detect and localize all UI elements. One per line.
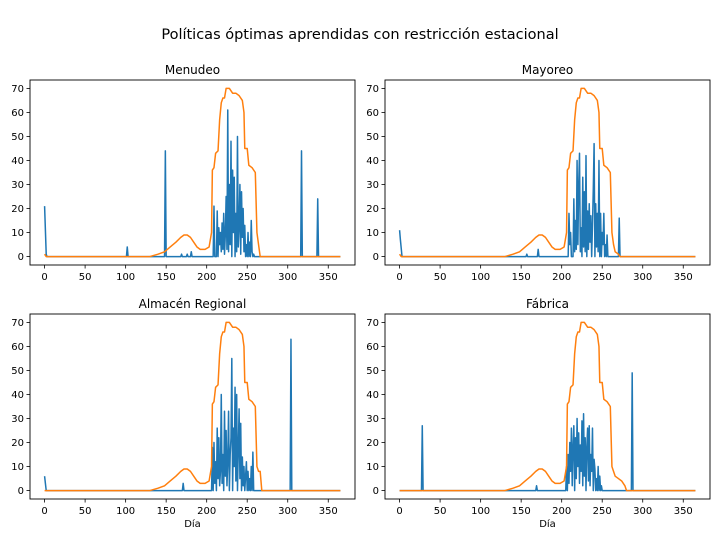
series-line-1 bbox=[43, 338, 341, 492]
y-tick-label: 30 bbox=[366, 180, 379, 191]
chart-almacen-regional: 0 50 100 150 200 250 300 350 0 10 20 30 40 50 60 70 Alma… bbox=[11, 297, 356, 530]
series-line-2 bbox=[399, 321, 696, 492]
y-tick-label: 0 bbox=[373, 252, 379, 263]
y-tick-label: 0 bbox=[373, 486, 379, 497]
subplot-grid: 0 50 100 150 200 250 300 350010203040506070Menu… bbox=[11, 63, 711, 530]
series-line-2 bbox=[44, 321, 341, 492]
x-tick-label: 200 bbox=[197, 506, 216, 517]
plot-area bbox=[30, 80, 355, 265]
x-tick-label: 0 bbox=[41, 506, 47, 517]
x-tick-label: 150 bbox=[512, 506, 531, 517]
x-tick-label: 100 bbox=[116, 506, 135, 517]
series-line-1 bbox=[43, 109, 341, 258]
series-line-2 bbox=[43, 87, 341, 258]
x-tick-label: 300 bbox=[633, 506, 652, 517]
x-tick-label: 50 bbox=[434, 506, 447, 517]
x-tick-label: 100 bbox=[471, 506, 490, 517]
y-tick-label: 10 bbox=[366, 462, 379, 473]
plot-area bbox=[385, 80, 710, 265]
y-tick-label: 20 bbox=[366, 438, 379, 449]
x-tick-label: 0 bbox=[396, 506, 402, 517]
x-tick-label: 100 bbox=[116, 272, 135, 283]
y-tick-label: 30 bbox=[11, 180, 24, 191]
x-tick-label: 350 bbox=[674, 272, 693, 283]
x-tick-label: 50 bbox=[79, 506, 92, 517]
x-tick-label: 200 bbox=[552, 506, 571, 517]
y-tick-label: 10 bbox=[366, 228, 379, 239]
y-tick-label: 10 bbox=[11, 462, 24, 473]
x-tick-label: 0 bbox=[396, 272, 402, 283]
x-tick-label: 50 bbox=[434, 272, 447, 283]
x-tick-label: 150 bbox=[157, 272, 176, 283]
subplot-title: Menudeo bbox=[165, 63, 220, 77]
y-tick-label: 70 bbox=[11, 318, 24, 329]
y-tick-label: 30 bbox=[11, 414, 24, 425]
y-tick-label: 20 bbox=[11, 438, 24, 449]
y-tick-label: 70 bbox=[11, 84, 24, 95]
y-tick-label: 40 bbox=[11, 390, 24, 401]
x-tick-label: 250 bbox=[593, 506, 612, 517]
plot-area bbox=[30, 314, 355, 499]
y-tick-label: 40 bbox=[11, 156, 24, 167]
x-tick-label: 150 bbox=[157, 506, 176, 517]
y-tick-label: 0 bbox=[18, 252, 24, 263]
subplot-title: Almacén Regional bbox=[139, 297, 247, 311]
y-tick-label: 30 bbox=[366, 414, 379, 425]
chart-menudeo: 0 50 100 150 200 250 300 350 0 10 20 30 40 50 60 70 Menu… bbox=[11, 63, 356, 283]
axes-frame bbox=[384, 313, 711, 500]
x-tick-label: 300 bbox=[633, 272, 652, 283]
x-tick-label: 350 bbox=[674, 506, 693, 517]
y-tick-label: 60 bbox=[366, 108, 379, 119]
y-tick-label: 40 bbox=[366, 390, 379, 401]
x-tick-label: 200 bbox=[552, 272, 571, 283]
x-tick-label: 350 bbox=[319, 272, 338, 283]
y-tick-label: 50 bbox=[11, 366, 24, 377]
y-tick-label: 0 bbox=[18, 486, 24, 497]
x-axis-label: Día bbox=[539, 518, 556, 530]
x-tick-label: 250 bbox=[238, 506, 257, 517]
y-tick-label: 50 bbox=[11, 132, 24, 143]
subplot-title: Fábrica bbox=[526, 297, 569, 311]
y-tick-label: 70 bbox=[366, 318, 379, 329]
y-tick-label: 20 bbox=[366, 204, 379, 215]
y-tick-label: 60 bbox=[11, 108, 24, 119]
x-tick-label: 150 bbox=[512, 272, 531, 283]
series-line-1 bbox=[398, 142, 696, 258]
axes-frame bbox=[384, 79, 711, 266]
y-tick-label: 50 bbox=[366, 366, 379, 377]
plot-area bbox=[385, 314, 710, 499]
y-tick-label: 70 bbox=[366, 84, 379, 95]
y-tick-label: 10 bbox=[11, 228, 24, 239]
x-tick-label: 0 bbox=[41, 272, 47, 283]
x-tick-label: 300 bbox=[278, 272, 297, 283]
axes-frame bbox=[29, 79, 356, 266]
y-tick-label: 60 bbox=[366, 342, 379, 353]
figure-title: Políticas óptimas aprendidas con restric… bbox=[161, 27, 558, 43]
x-tick-label: 50 bbox=[79, 272, 92, 283]
chart-mayoreo: 0 50 100 150 200 250 300 350 0 10 20 30 40 50 60 70 Mayo… bbox=[366, 63, 711, 283]
y-tick-label: 20 bbox=[11, 204, 24, 215]
x-axis-label: Día bbox=[184, 518, 201, 530]
subplot-title: Mayoreo bbox=[522, 63, 574, 77]
series-line-1 bbox=[399, 372, 696, 492]
series-line-2 bbox=[398, 87, 696, 258]
x-tick-label: 250 bbox=[593, 272, 612, 283]
x-tick-label: 350 bbox=[319, 506, 338, 517]
x-tick-label: 200 bbox=[197, 272, 216, 283]
x-tick-label: 250 bbox=[238, 272, 257, 283]
y-tick-label: 60 bbox=[11, 342, 24, 353]
x-tick-label: 100 bbox=[471, 272, 490, 283]
x-tick-label: 300 bbox=[278, 506, 297, 517]
y-tick-label: 50 bbox=[366, 132, 379, 143]
chart-fabrica: 0 50 100 150 200 250 300 350 0 10 20 30 40 50 60 70 Fábr… bbox=[366, 297, 711, 530]
axes-frame bbox=[29, 313, 356, 500]
y-tick-label: 40 bbox=[366, 156, 379, 167]
